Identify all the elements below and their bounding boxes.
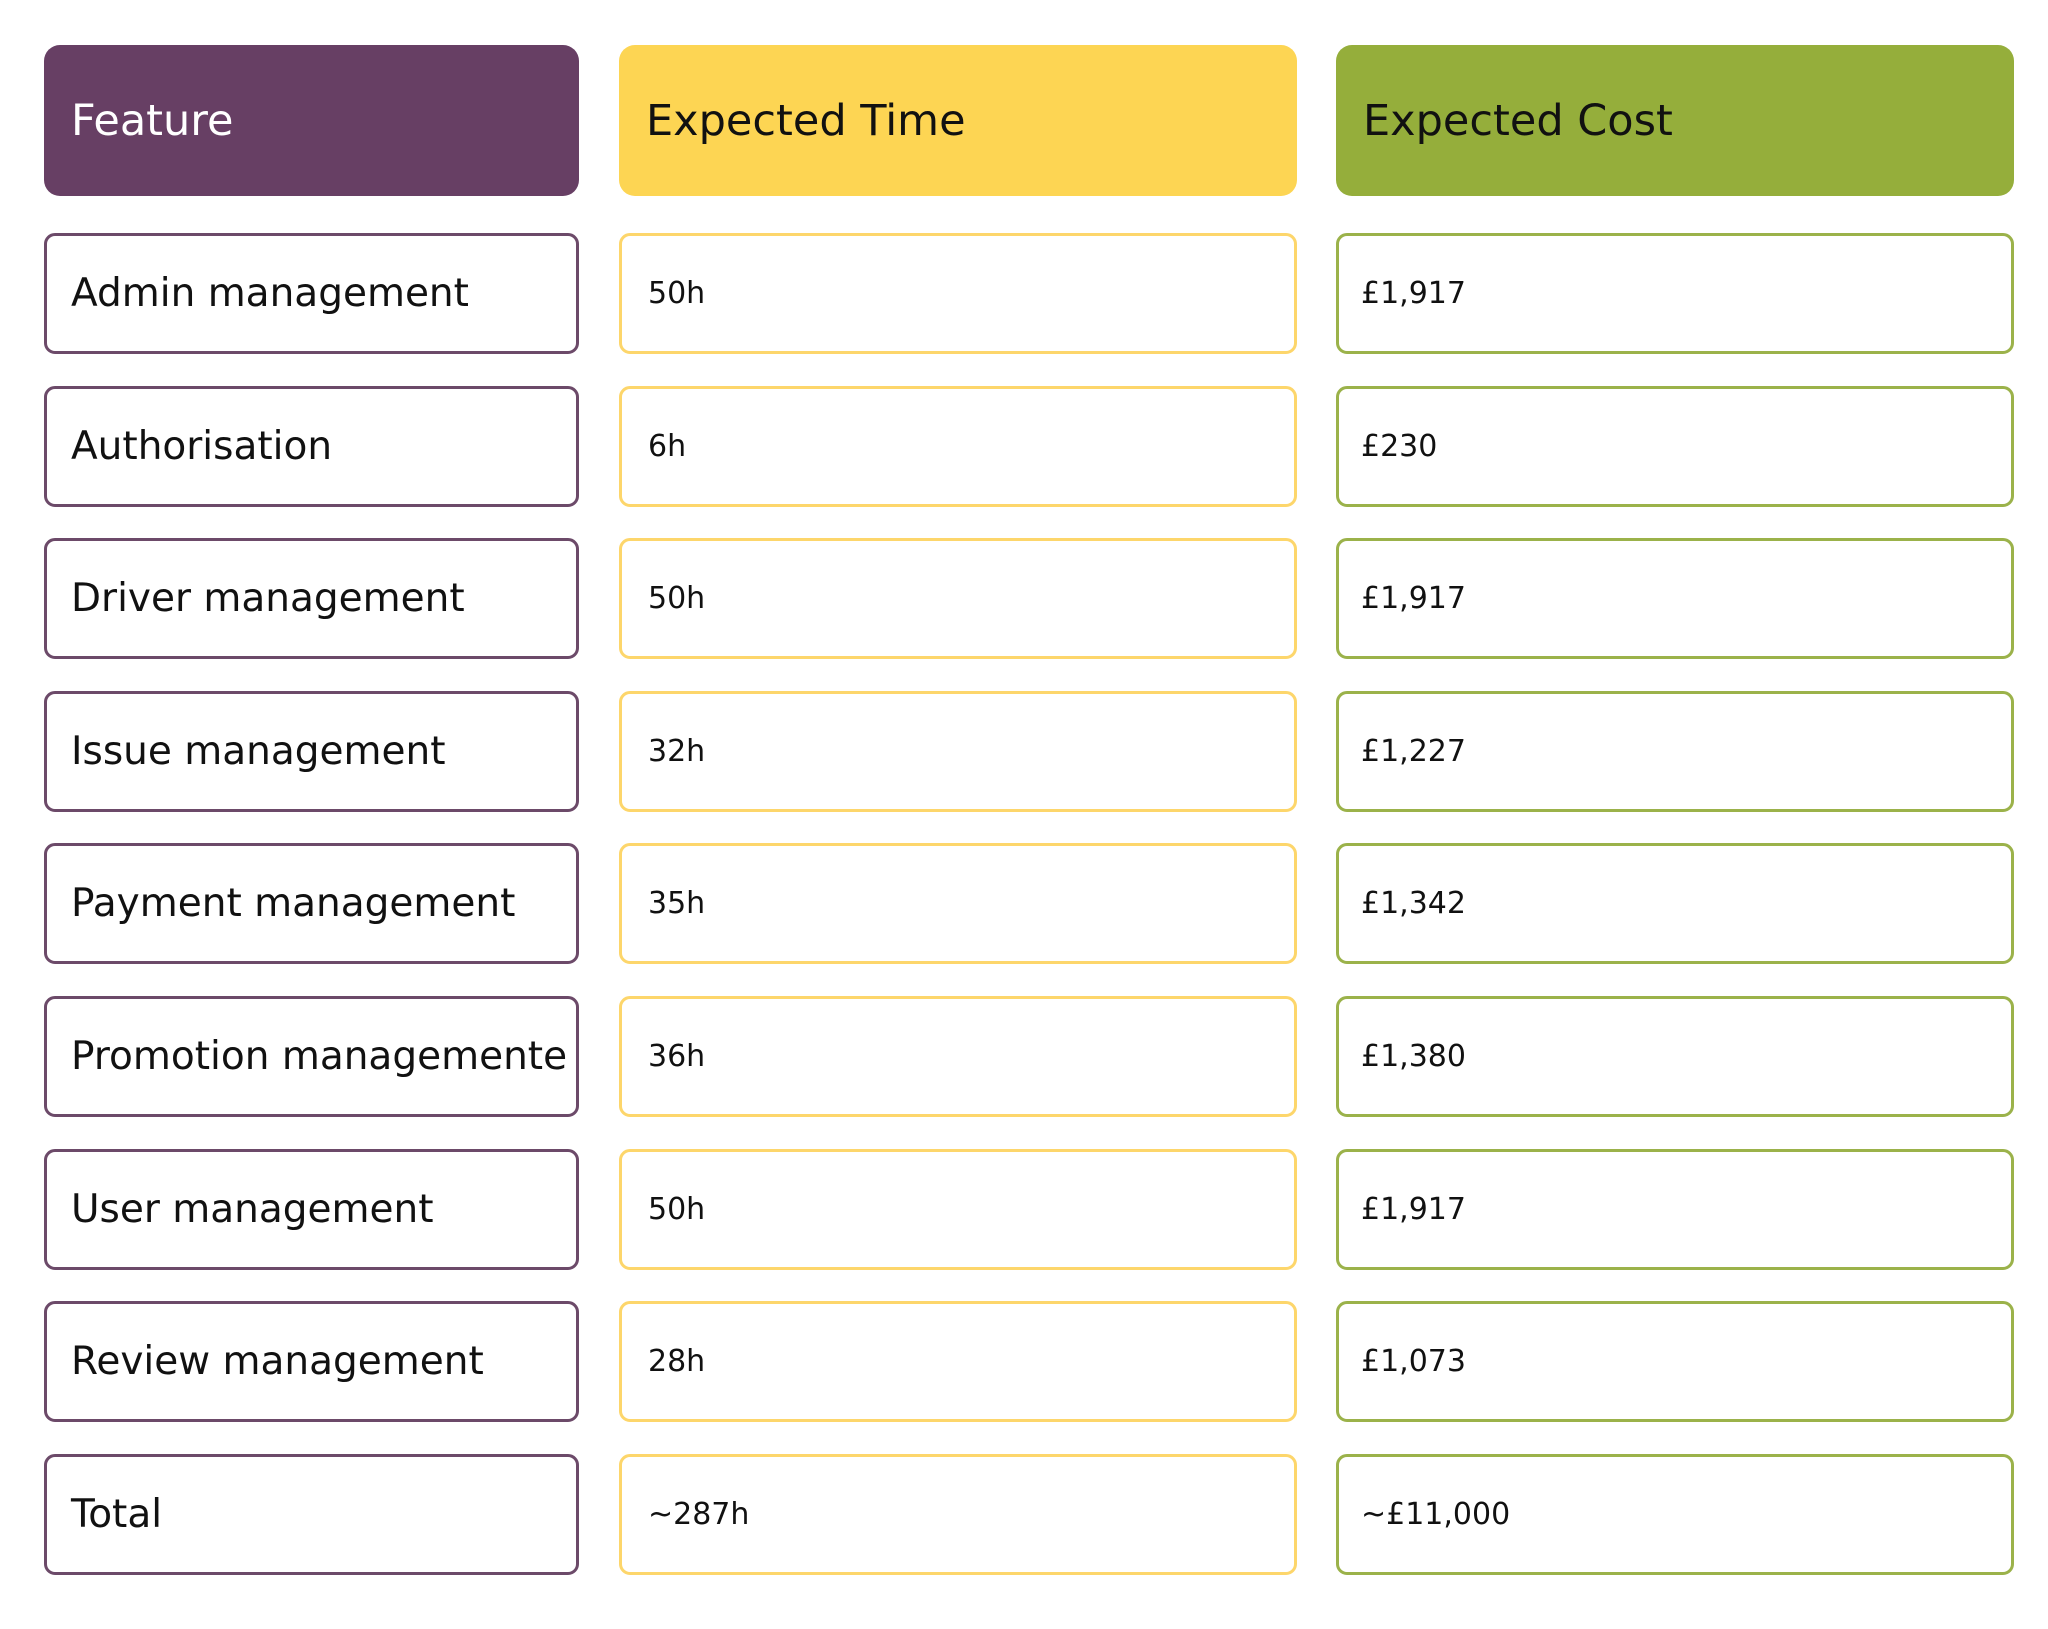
expected-time-column-header: Expected Time — [619, 45, 1297, 196]
expected-cost-cell: £1,342 — [1336, 843, 2014, 964]
feature-cell: Payment management — [44, 843, 579, 964]
expected-cost-cell: £230 — [1336, 386, 2014, 507]
expected-cost-column-header: Expected Cost — [1336, 45, 2014, 196]
feature-cell: Review management — [44, 1301, 579, 1422]
expected-time-cell: 50h — [619, 538, 1297, 659]
feature-cell: User management — [44, 1149, 579, 1270]
expected-cost-cell: £1,917 — [1336, 538, 2014, 659]
expected-cost-cell: £1,380 — [1336, 996, 2014, 1117]
feature-cell: Admin management — [44, 233, 579, 354]
expected-time-cell: 50h — [619, 233, 1297, 354]
feature-cell: Total — [44, 1454, 579, 1575]
expected-cost-cell: £1,917 — [1336, 1149, 2014, 1270]
feature-column-header: Feature — [44, 45, 579, 196]
expected-cost-cell: £1,227 — [1336, 691, 2014, 812]
feature-cell: Issue management — [44, 691, 579, 812]
expected-cost-cell: £1,917 — [1336, 233, 2014, 354]
expected-time-cell: 28h — [619, 1301, 1297, 1422]
expected-time-cell: 35h — [619, 843, 1297, 964]
expected-cost-cell: £1,073 — [1336, 1301, 2014, 1422]
feature-cell: Authorisation — [44, 386, 579, 507]
expected-time-cell: 50h — [619, 1149, 1297, 1270]
expected-time-cell: ~287h — [619, 1454, 1297, 1575]
expected-time-cell: 6h — [619, 386, 1297, 507]
feature-cell: Driver management — [44, 538, 579, 659]
expected-time-cell: 36h — [619, 996, 1297, 1117]
feature-cell: Promotion managemente — [44, 996, 579, 1117]
expected-time-cell: 32h — [619, 691, 1297, 812]
expected-cost-cell: ~£11,000 — [1336, 1454, 2014, 1575]
